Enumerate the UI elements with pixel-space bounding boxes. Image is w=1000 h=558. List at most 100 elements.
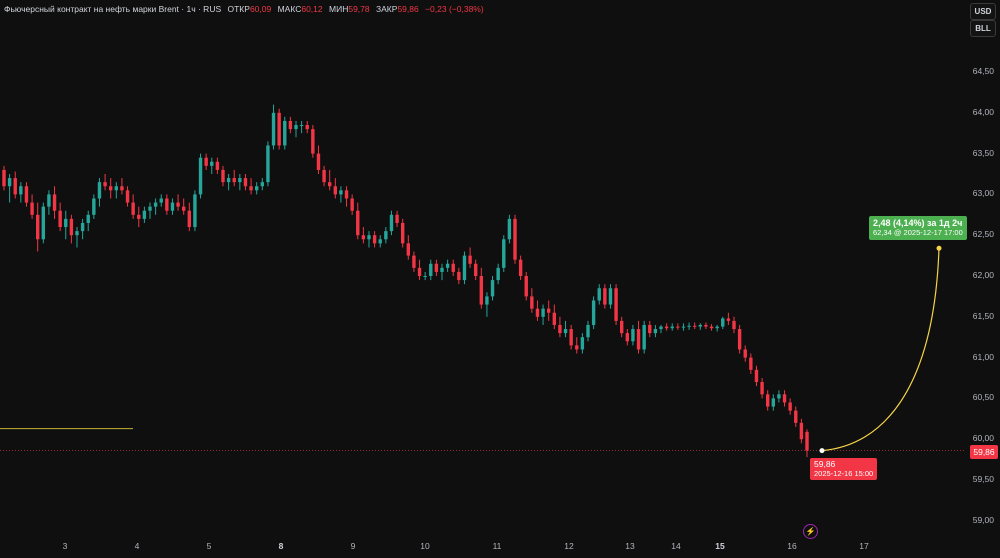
- candle-body: [395, 214, 399, 223]
- candle-body: [406, 243, 411, 256]
- candle-body: [305, 125, 309, 130]
- candle-body: [709, 326, 714, 329]
- candle-body: [726, 318, 731, 321]
- candle-body: [782, 394, 787, 403]
- candle-body: [648, 324, 652, 334]
- candle-body: [760, 382, 764, 395]
- candle-body: [356, 210, 360, 236]
- candle-body: [361, 235, 366, 240]
- candle-body: [676, 326, 680, 328]
- candle-body: [30, 202, 34, 215]
- candle-body: [429, 263, 433, 276]
- price-tick-label: 59,00: [972, 514, 994, 525]
- time-tick-label: 17: [859, 541, 869, 551]
- candle-body: [687, 325, 691, 327]
- candle-body: [670, 326, 674, 329]
- last-point-price: 59,86: [814, 459, 836, 469]
- candle-body: [524, 276, 528, 297]
- candle-body: [226, 178, 231, 183]
- time-tick-label: 11: [492, 541, 502, 551]
- projection-end-point: [936, 245, 942, 251]
- candle-body: [47, 194, 51, 207]
- candle-body: [754, 369, 759, 383]
- price-tick-label: 64,00: [972, 106, 994, 117]
- candle-body: [204, 157, 208, 166]
- candle-body: [266, 145, 270, 183]
- candle-body: [591, 300, 596, 325]
- candle-body: [412, 255, 416, 268]
- candle-body: [350, 198, 354, 211]
- candle-body: [530, 296, 534, 309]
- candle-body: [232, 178, 236, 183]
- candle-body: [243, 178, 248, 187]
- candle-body: [137, 214, 141, 219]
- candle-body: [445, 263, 450, 268]
- legend-low: 59,78: [348, 4, 370, 14]
- candle-body: [490, 280, 495, 297]
- projection-tag[interactable]: 2,48 (4,14%) за 1д 2ч 62,34 @ 2025-12-17…: [869, 216, 967, 240]
- candle-body: [176, 202, 180, 207]
- price-tick-label: 64,50: [972, 66, 994, 76]
- candle-body: [198, 157, 203, 195]
- candle-body: [181, 206, 186, 211]
- candle-body: [400, 222, 405, 244]
- candle-body: [423, 276, 427, 277]
- candle-body: [608, 288, 613, 305]
- price-tick-label: 61,50: [972, 310, 994, 321]
- time-tick-label: 3: [62, 541, 68, 551]
- candle-body: [299, 125, 304, 127]
- candle-body: [535, 308, 540, 317]
- candle-body: [193, 194, 197, 228]
- legend-low-label: МИН: [329, 4, 349, 14]
- price-tick-label: 60,00: [972, 433, 994, 444]
- legend-open-label: ОТКР: [227, 4, 250, 14]
- lightning-icon[interactable]: ⚡: [803, 524, 818, 539]
- legend-close: 59,86: [397, 4, 419, 14]
- time-tick-label: 10: [420, 541, 430, 551]
- candle-body: [75, 231, 79, 236]
- price-tick-label: 63,50: [972, 147, 994, 158]
- candle-body: [41, 206, 46, 240]
- candle-body: [732, 320, 736, 330]
- legend-change: −0,23 (−0,38%): [425, 4, 484, 14]
- candle-body: [80, 222, 85, 232]
- candle-body: [546, 308, 551, 313]
- legend-close-label: ЗАКР: [376, 4, 398, 14]
- price-tick-label: 60,50: [972, 392, 994, 403]
- candle-body: [457, 271, 461, 281]
- candle-body: [389, 214, 394, 232]
- candle-body: [777, 394, 781, 399]
- candle-body: [339, 190, 343, 195]
- candle-body: [108, 186, 113, 191]
- projection-curve: [821, 248, 940, 452]
- candle-body: [805, 431, 809, 451]
- candle-body: [664, 326, 669, 329]
- candle-body: [541, 308, 545, 317]
- candle-body: [52, 194, 57, 211]
- unit-bll-button[interactable]: BLL: [970, 20, 996, 37]
- candle-body: [19, 186, 23, 195]
- last-point-time: 2025-12-16 15:00: [814, 469, 874, 478]
- candle-body: [92, 198, 96, 215]
- candle-body: [260, 182, 265, 187]
- candle-body: [86, 214, 90, 223]
- candle-body: [254, 186, 259, 191]
- candle-body: [170, 202, 175, 211]
- candle-body: [462, 255, 467, 281]
- candle-body: [580, 337, 585, 350]
- chart-legend: Фьючерсный контракт на нефть марки Brent…: [4, 4, 484, 14]
- candle-body: [631, 329, 635, 342]
- candle-body: [103, 182, 107, 187]
- candle-body: [743, 349, 747, 358]
- candle-body: [13, 178, 17, 195]
- candle-body: [221, 169, 225, 183]
- currency-usd-button[interactable]: USD: [970, 3, 996, 20]
- candle-body: [210, 161, 214, 166]
- candle-body: [35, 214, 40, 240]
- candle-body: [771, 398, 776, 407]
- price-tick-label: 62,00: [972, 270, 994, 280]
- candle-body: [344, 190, 349, 199]
- candle-body: [249, 186, 253, 191]
